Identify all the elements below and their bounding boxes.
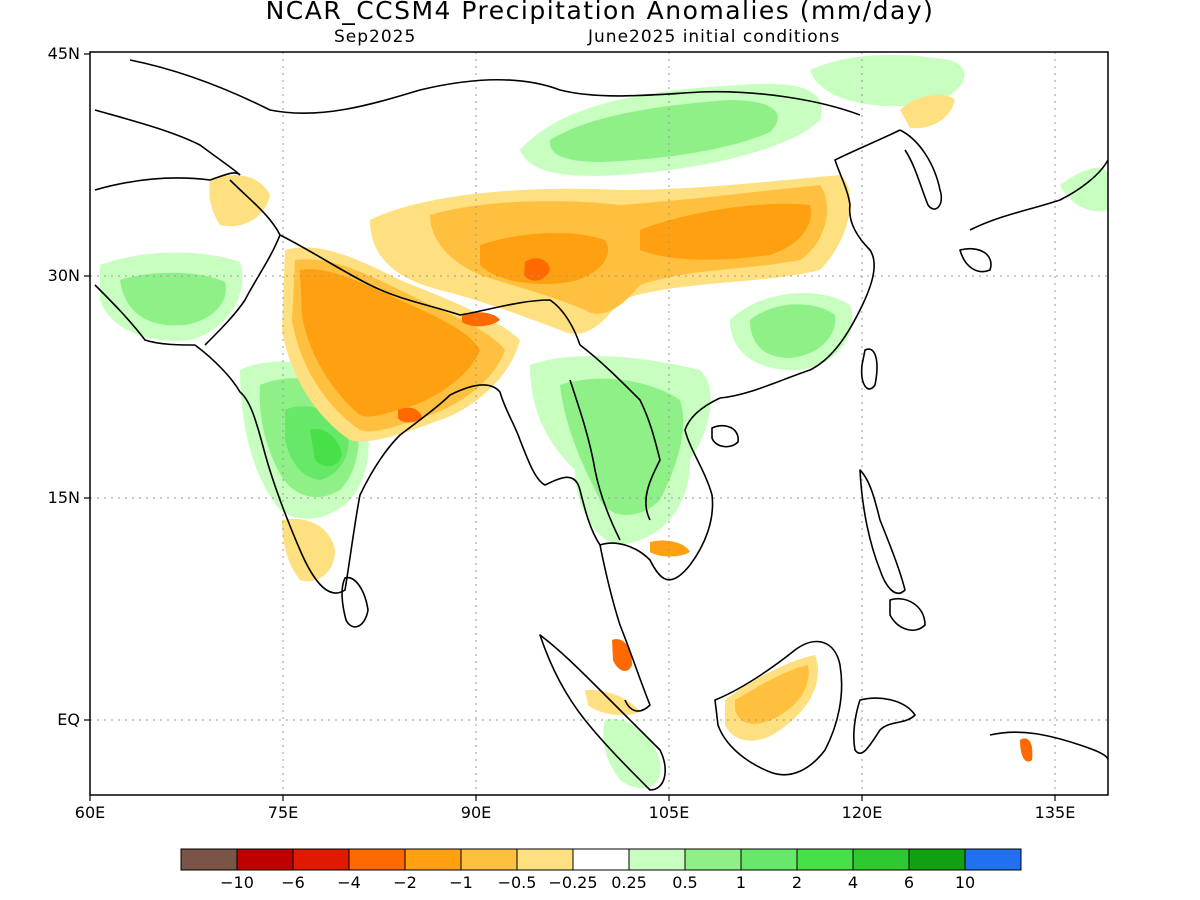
border-central-asia xyxy=(94,109,241,176)
wet-region-japan xyxy=(1060,167,1108,212)
coast-japan xyxy=(969,159,1108,231)
colorbar-swatch xyxy=(404,848,462,871)
colorbar-swatch xyxy=(516,848,574,871)
wet-heavy-india xyxy=(310,429,342,467)
lat-label-eq: EQ xyxy=(57,710,80,729)
dry-strong-china xyxy=(640,203,811,260)
lon-label-135e: 135E xyxy=(1034,803,1076,822)
border-thailand xyxy=(569,379,621,541)
coastlines xyxy=(94,59,1108,791)
lon-label-90e: 90E xyxy=(460,803,492,822)
colorbar-label: −10 xyxy=(220,873,254,892)
coast-borneo xyxy=(714,640,843,776)
coast-philippines xyxy=(859,469,906,594)
dry-heavy-newguinea xyxy=(1020,738,1033,762)
colorbar-swatch xyxy=(740,848,798,871)
coast-japan-south xyxy=(959,248,992,273)
border-pakistan-india xyxy=(204,179,281,346)
colorbar-label: −0.5 xyxy=(497,873,537,892)
colorbar-label: −1 xyxy=(449,873,473,892)
coast-bangladesh-myanmar xyxy=(449,384,601,546)
coast-sumatra xyxy=(539,634,666,791)
wet-region-northeast xyxy=(810,54,965,107)
lat-label-15n: 15N xyxy=(47,488,80,507)
colorbar-label: 0.5 xyxy=(672,873,698,892)
colorbar-swatch xyxy=(684,848,742,871)
lon-label-105e: 105E xyxy=(648,803,690,822)
coast-mindanao xyxy=(889,598,926,631)
dry-region-southindia xyxy=(282,518,335,582)
coast-hainan xyxy=(711,424,739,448)
border-iran xyxy=(94,284,196,346)
colorbar-swatch xyxy=(796,848,854,871)
lon-label-60e: 60E xyxy=(74,803,106,822)
colorbar-label: 6 xyxy=(903,873,915,892)
dry-strong-india xyxy=(300,269,480,417)
wet-mid-indochina xyxy=(560,378,684,515)
dry-heavy-nepal xyxy=(462,312,500,327)
coast-china xyxy=(719,129,901,399)
dry-heavy-malaysia xyxy=(612,639,632,672)
coast-malay xyxy=(599,544,651,712)
coast-korea xyxy=(899,129,943,210)
colorbar-swatch xyxy=(964,848,1022,871)
coast-india xyxy=(194,344,451,594)
border-china-north xyxy=(129,59,861,116)
colorbar-label: 2 xyxy=(791,873,803,892)
colorbar-swatch xyxy=(460,848,518,871)
border-afghanistan xyxy=(94,172,241,191)
plot-frame xyxy=(89,51,1109,796)
colorbar-label: 0.25 xyxy=(611,873,647,892)
anomaly-map xyxy=(84,51,1109,801)
dry-heavy-cambodia xyxy=(650,540,690,557)
dry-mid-borneo xyxy=(735,665,809,724)
wet-mid-mongolia xyxy=(549,100,778,162)
colorbar-swatch xyxy=(348,848,406,871)
coast-srilanka xyxy=(341,576,369,628)
colorbar-label: −4 xyxy=(337,873,361,892)
map-title: NCAR_CCSM4 Precipitation Anomalies (mm/d… xyxy=(265,0,935,25)
colorbar-swatch xyxy=(852,848,910,871)
coast-sulawesi xyxy=(853,697,916,754)
colorbar-swatch xyxy=(180,848,238,871)
initial-conditions: June2025 initial conditions xyxy=(588,27,841,47)
anomaly-fields xyxy=(100,54,1108,789)
colorbar-swatch xyxy=(572,848,630,871)
dry-heavy-orissa xyxy=(398,407,422,423)
colorbar-label: 10 xyxy=(954,873,976,892)
colorbar-label: 1 xyxy=(735,873,747,892)
colorbar-swatch xyxy=(292,848,350,871)
colorbar-swatch xyxy=(908,848,966,871)
colorbar-label: −0.25 xyxy=(548,873,598,892)
colorbar-swatch xyxy=(628,848,686,871)
dry-region-korea xyxy=(900,94,955,129)
lat-label-30n: 30N xyxy=(47,266,80,285)
dry-region-kashmir xyxy=(209,175,270,227)
dry-strong-tibet xyxy=(480,232,609,285)
colorbar-swatch xyxy=(236,848,294,871)
coast-taiwan xyxy=(860,348,878,390)
coast-newguinea xyxy=(989,731,1108,761)
dry-heavy-tibet xyxy=(524,258,550,281)
gridlines xyxy=(90,52,1108,795)
lon-label-120e: 120E xyxy=(841,803,883,822)
lon-label-75e: 75E xyxy=(267,803,299,822)
colorbar xyxy=(180,848,1022,871)
tick-marks xyxy=(84,53,1056,801)
colorbar-label: 4 xyxy=(847,873,859,892)
wet-mid-pakistan xyxy=(120,272,226,326)
colorbar-label: −2 xyxy=(393,873,417,892)
colorbar-label: −6 xyxy=(281,873,305,892)
wet-region-sumatra xyxy=(603,719,661,789)
coast-indochina xyxy=(599,397,721,581)
wet-mid-southchina xyxy=(750,304,836,358)
border-indochina xyxy=(579,344,661,521)
border-himalaya xyxy=(279,234,581,346)
forecast-month: Sep2025 xyxy=(334,27,417,47)
lat-label-45n: 45N xyxy=(47,44,80,63)
